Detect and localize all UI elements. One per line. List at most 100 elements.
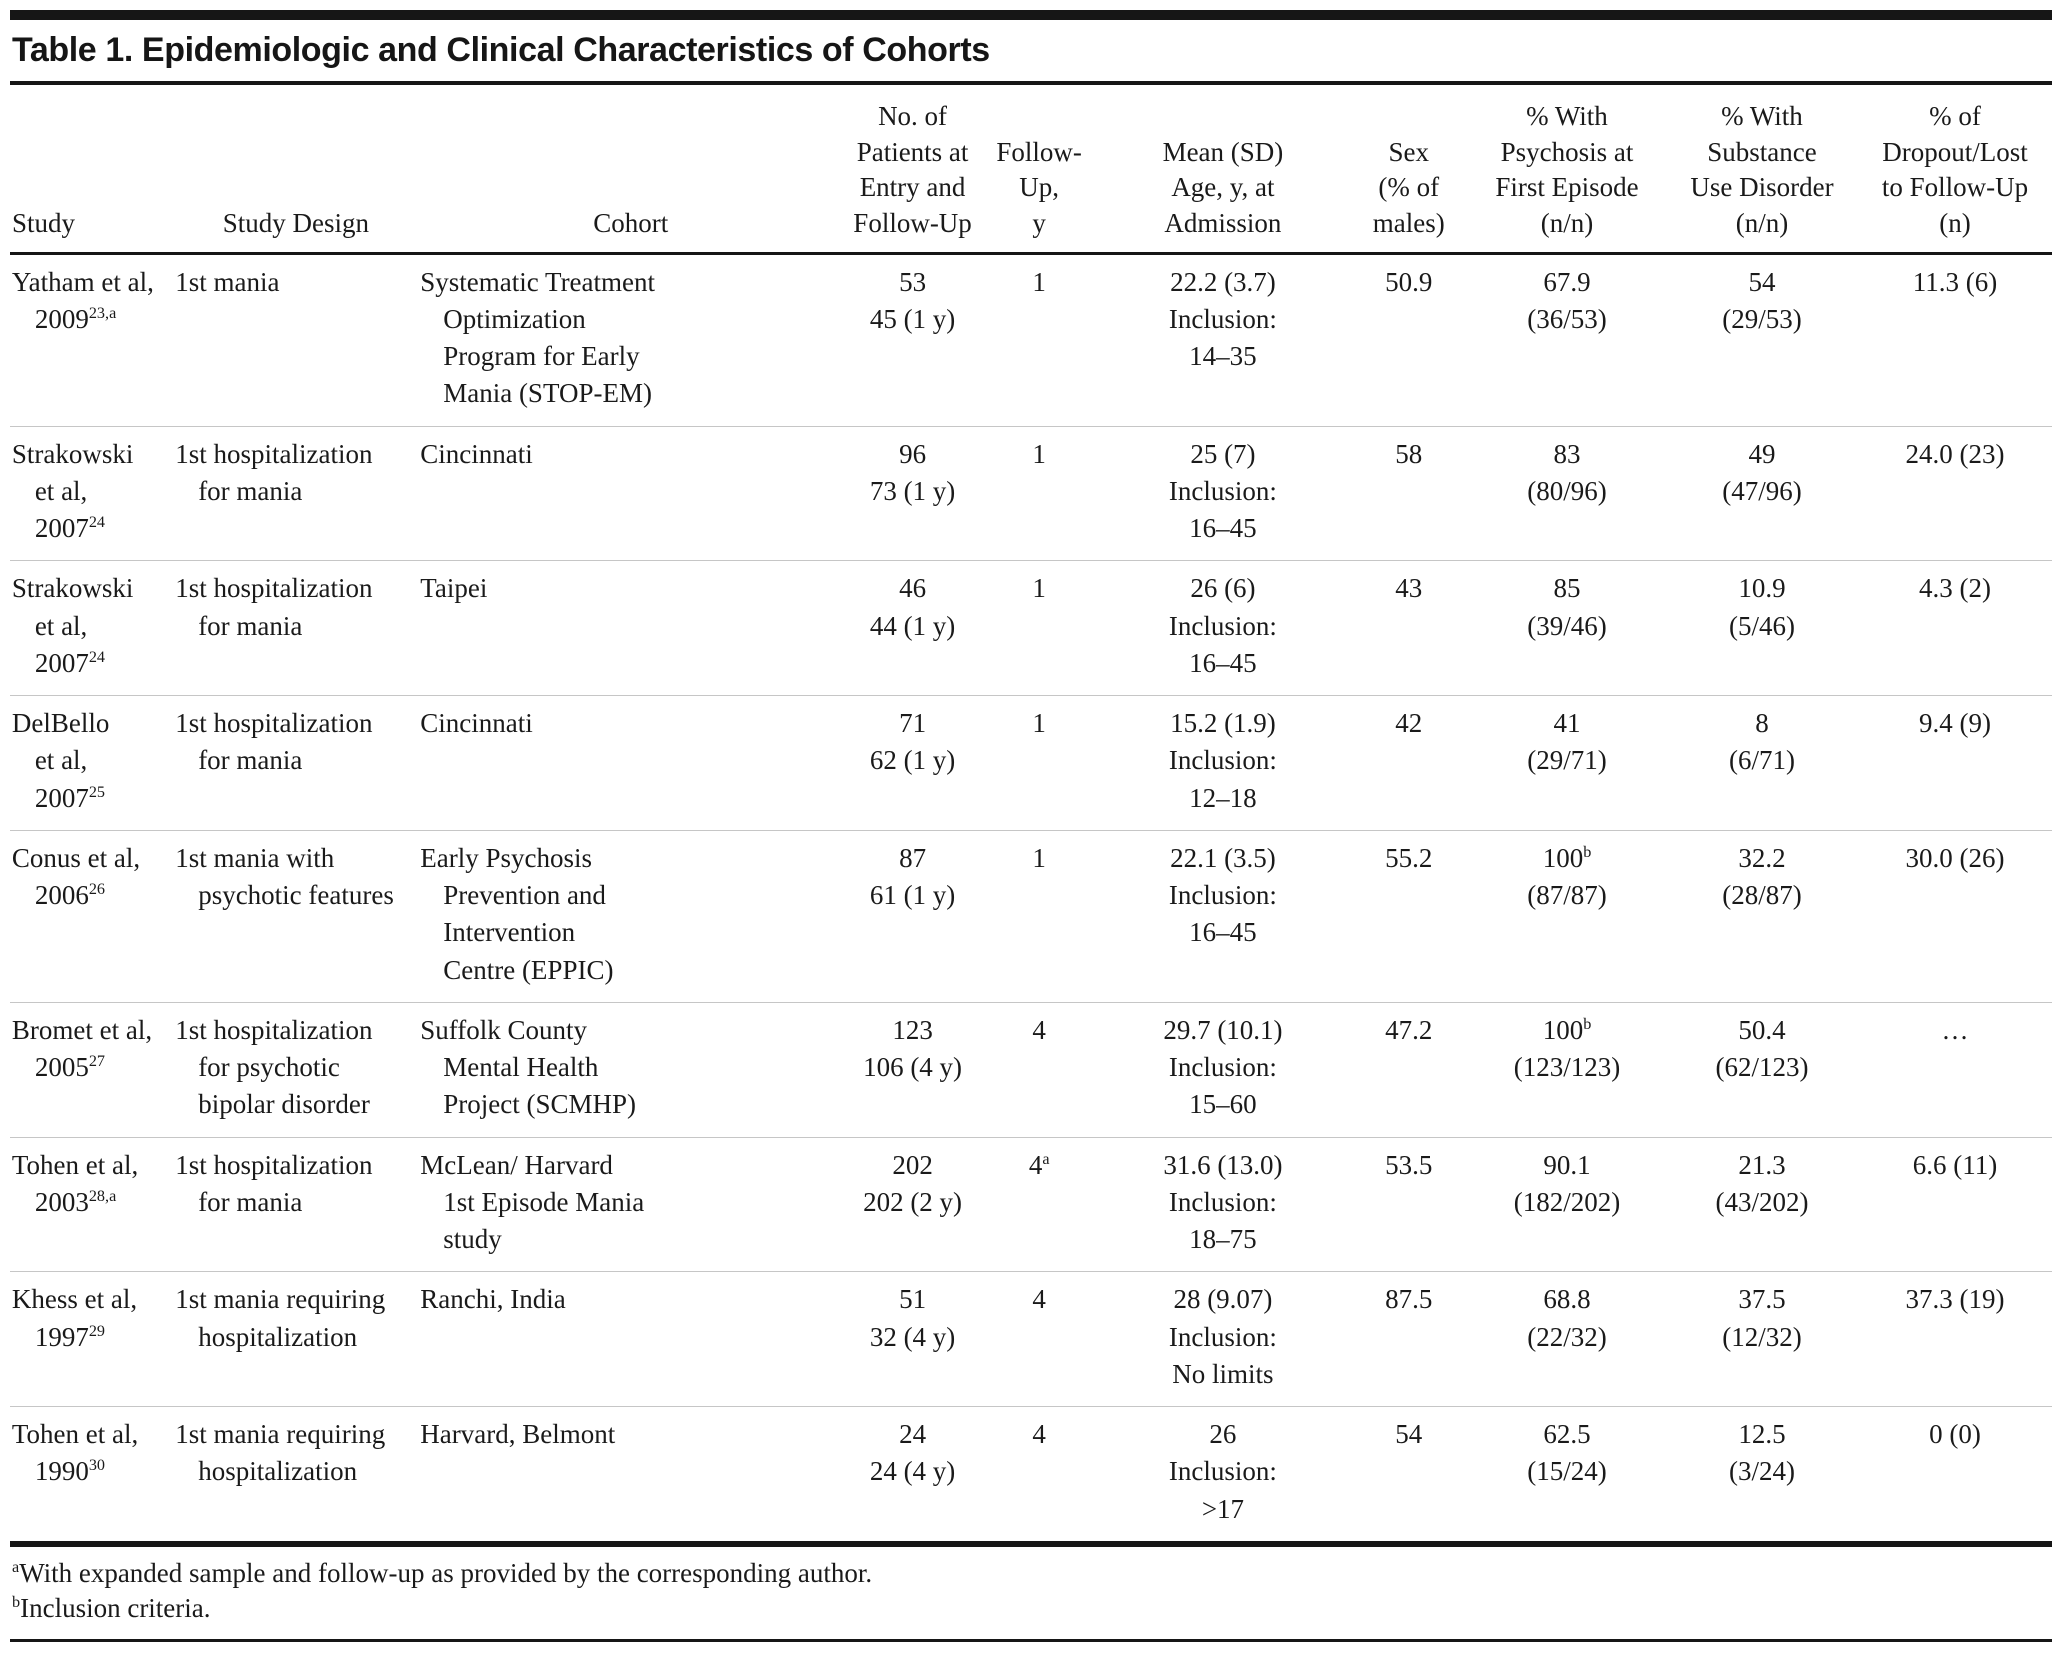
cell-study: Tohen et al, 200328,a — [10, 1136, 174, 1272]
cell-sex: 50.9 — [1385, 266, 1433, 297]
cell-study-design: 1st hospitalization for mania — [173, 560, 419, 696]
cohorts-table: Study Study Design Cohort No. of Patient… — [10, 81, 2052, 1547]
cell-followup: 1 — [981, 829, 1097, 1003]
col-header-age: Mean (SD) Age, y, at Admission — [1096, 83, 1350, 255]
col-header-substance: % With Substance Use Disorder (n/n) — [1666, 83, 1858, 255]
table-row: Tohen et al, 200328,a 1st hospitalization… — [10, 1136, 2052, 1272]
col-header-followup: Follow-Up, y — [981, 83, 1097, 255]
cell-sex: 58 — [1349, 425, 1468, 561]
cell-psychosis: 85 (39/46) — [1467, 560, 1667, 696]
table-row: Strakowski et al, 200724 1st hospitalizat… — [10, 425, 2052, 561]
cell-followup: 4a — [981, 1136, 1097, 1272]
cell-age: 15.2 (1.9) Inclusion: 12–18 — [1096, 695, 1350, 831]
cell-cohort: McLean/ Harvard 1st Episode Mania study — [418, 1136, 844, 1272]
cell-patients: 24 24 (4 y) — [843, 1405, 982, 1544]
col-header-patients: No. of Patients at Entry and Follow-Up — [843, 83, 982, 255]
col-header-sex: Sex (% of males) — [1349, 83, 1468, 255]
cell-sex: 43 — [1349, 560, 1468, 696]
cell-patients: 71 62 (1 y) — [843, 695, 982, 831]
cell-followup: 1 — [981, 695, 1097, 831]
cell-age: 29.7 (10.1) Inclusion: 15–60 — [1096, 1001, 1350, 1137]
table-row: Strakowski et al, 200724 1st hospitalizat… — [10, 560, 2052, 696]
cell-sex: 87.5 — [1349, 1271, 1468, 1407]
cell-age: 28 (9.07) Inclusion: No limits — [1096, 1271, 1350, 1407]
cell-psychosis: 100b (87/87) — [1467, 829, 1667, 1003]
col-header-cohort: Cohort — [418, 83, 844, 255]
cell-patients: 46 44 (1 y) — [843, 560, 982, 696]
cell-cohort: Early Psychosis Prevention and Intervent… — [418, 829, 844, 1003]
cell-followup: 4 — [981, 1271, 1097, 1407]
cell-substance: 37.5 (12/32) — [1666, 1271, 1858, 1407]
cell-study: Khess et al, 199729 — [10, 1271, 174, 1407]
cell-dropout: 0 (0) — [1857, 1405, 2052, 1544]
cell-age: 22.2 (3.7) Inclusion: 14–35 — [1168, 266, 1277, 372]
cell-psychosis: 100b (123/123) — [1467, 1001, 1667, 1137]
cell-age: 26 Inclusion: >17 — [1096, 1405, 1350, 1544]
cell-sex: 53.5 — [1349, 1136, 1468, 1272]
cell-study: Strakowski et al, 200724 — [10, 425, 174, 561]
cell-study-design: 1st hospitalization for mania — [173, 1136, 419, 1272]
footnote-a: aWith expanded sample and follow-up as p… — [12, 1557, 873, 1588]
cell-study-design: 1st mania requiring hospitalization — [173, 1405, 419, 1544]
cell-patients: 87 61 (1 y) — [843, 829, 982, 1003]
cell-substance: 12.5 (3/24) — [1666, 1405, 1858, 1544]
cell-age: 31.6 (13.0) Inclusion: 18–75 — [1096, 1136, 1350, 1272]
table-row: Tohen et al, 199030 1st mania requiring h… — [10, 1405, 2052, 1544]
cell-substance: 50.4 (62/123) — [1666, 1001, 1858, 1137]
col-header-study: Study — [10, 83, 174, 255]
cell-cohort: Cincinnati — [418, 425, 844, 561]
cell-study: DelBello et al, 200725 — [10, 695, 174, 831]
cell-cohort: Harvard, Belmont — [418, 1405, 844, 1544]
cell-psychosis: 83 (80/96) — [1467, 425, 1667, 561]
cell-sex: 42 — [1349, 695, 1468, 831]
cell-age: 25 (7) Inclusion: 16–45 — [1096, 425, 1350, 561]
cell-cohort: Taipei — [418, 560, 844, 696]
cell-patients: 123 106 (4 y) — [843, 1001, 982, 1137]
cell-study-design: 1st hospitalization for psychotic bipola… — [173, 1001, 419, 1137]
cell-followup: 4 — [981, 1001, 1097, 1137]
table-row: Yatham et al, 200923,a 1st mania Systemat… — [10, 253, 2052, 426]
col-header-study-design: Study Design — [173, 83, 419, 255]
cell-dropout: 37.3 (19) — [1857, 1271, 2052, 1407]
cell-study-design: 1st hospitalization for mania — [173, 425, 419, 561]
cell-age: 22.1 (3.5) Inclusion: 16–45 — [1096, 829, 1350, 1003]
table-row: Bromet et al, 200527 1st hospitalization … — [10, 1001, 2052, 1137]
top-rule — [10, 10, 2052, 20]
cell-dropout: 30.0 (26) — [1857, 829, 2052, 1003]
cell-substance: 49 (47/96) — [1666, 425, 1858, 561]
cell-study-design: 1st mania — [175, 266, 280, 297]
cell-dropout: 6.6 (11) — [1857, 1136, 2052, 1272]
cell-cohort: Systematic Treatment Optimization Progra… — [420, 266, 656, 409]
cell-study: Strakowski et al, 200724 — [10, 560, 174, 696]
cell-psychosis: 90.1 (182/202) — [1467, 1136, 1667, 1272]
cell-study-design: 1st hospitalization for mania — [173, 695, 419, 831]
cell-psychosis: 62.5 (15/24) — [1467, 1405, 1667, 1544]
cell-study: Bromet et al, 200527 — [10, 1001, 174, 1137]
cell-patients: 51 32 (4 y) — [843, 1271, 982, 1407]
col-header-psychosis: % With Psychosis at First Episode (n/n) — [1467, 83, 1667, 255]
header-row: Study Study Design Cohort No. of Patient… — [10, 83, 2052, 255]
cell-dropout: 11.3 (6) — [1912, 266, 1998, 297]
cell-dropout: 9.4 (9) — [1857, 695, 2052, 831]
col-header-dropout: % of Dropout/Lost to Follow-Up (n) — [1857, 83, 2052, 255]
footnote-b: bInclusion criteria. — [12, 1593, 211, 1624]
cell-followup: 1 — [1032, 266, 1046, 297]
table-row: DelBello et al, 200725 1st hospitalizatio… — [10, 695, 2052, 831]
cell-substance: 10.9 (5/46) — [1666, 560, 1858, 696]
cell-substance: 54 (29/53) — [1722, 266, 1802, 334]
cell-dropout: … — [1857, 1001, 2052, 1137]
cell-followup: 1 — [981, 425, 1097, 561]
cell-psychosis: 68.8 (22/32) — [1467, 1271, 1667, 1407]
cell-psychosis: 41 (29/71) — [1467, 695, 1667, 831]
cell-study: Conus et al, 200626 — [10, 829, 174, 1003]
table-title: Table 1. Epidemiologic and Clinical Char… — [12, 31, 990, 69]
cell-patients: 96 73 (1 y) — [843, 425, 982, 561]
cell-cohort: Cincinnati — [418, 695, 844, 831]
cell-dropout: 4.3 (2) — [1857, 560, 2052, 696]
cell-substance: 21.3 (43/202) — [1666, 1136, 1858, 1272]
cell-study-design: 1st mania requiring hospitalization — [173, 1271, 419, 1407]
cell-study: Yatham et al, 200923,a — [11, 266, 154, 334]
table-row: Conus et al, 200626 1st mania with psycho… — [10, 829, 2052, 1003]
cell-cohort: Ranchi, India — [418, 1271, 844, 1407]
cell-study-design: 1st mania with psychotic features — [173, 829, 419, 1003]
